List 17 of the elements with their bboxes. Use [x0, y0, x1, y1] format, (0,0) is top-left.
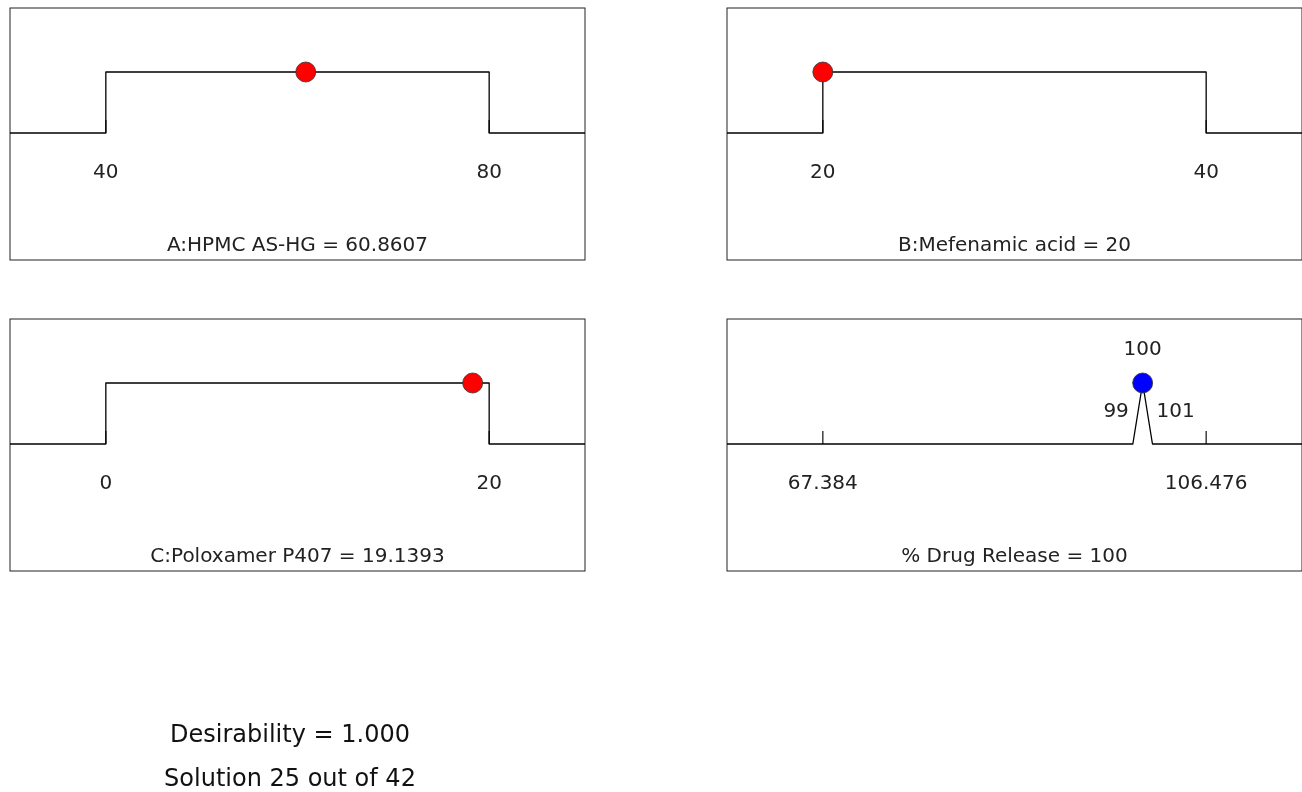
x-tick-label: 106.476 [1164, 470, 1248, 494]
x-axis-title: A:HPMC AS-HG = 60.8607 [166, 232, 429, 256]
x-tick-label: 0 [99, 470, 113, 494]
annotation: 100 [1123, 336, 1162, 360]
x-axis-title: B:Mefenamic acid = 20 [897, 232, 1132, 256]
x-axis-title: % Drug Release = 100 [901, 543, 1128, 567]
x-tick-label: 20 [810, 159, 836, 183]
x-tick-label: 20 [476, 470, 502, 494]
x-tick-label: 40 [1193, 159, 1219, 183]
x-tick-label: 67.384 [787, 470, 858, 494]
annotation: 101 [1156, 398, 1195, 422]
text: Desirability = 1.000 [170, 720, 410, 748]
annotation: 99 [1103, 398, 1129, 422]
x-tick-label: 80 [476, 159, 502, 183]
text: Solution 25 out of 42 [164, 764, 416, 792]
x-tick-label: 40 [93, 159, 119, 183]
x-axis-title: C:Poloxamer P407 = 19.1393 [150, 543, 445, 567]
